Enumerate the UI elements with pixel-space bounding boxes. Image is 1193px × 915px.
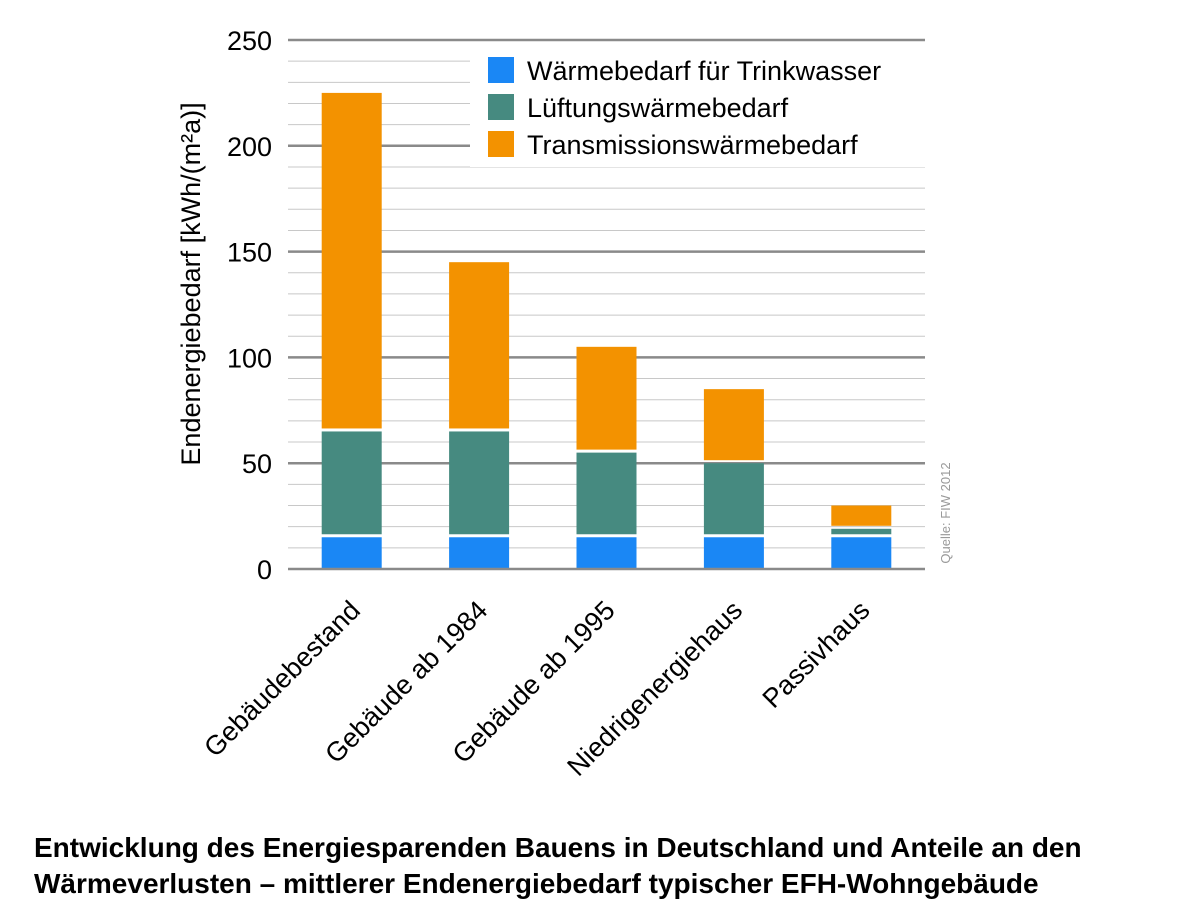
- legend-swatch: [488, 94, 514, 120]
- legend-label: Transmissionswärmebedarf: [527, 130, 858, 160]
- bar-segment: [321, 431, 382, 535]
- y-tick-label: 150: [227, 238, 272, 268]
- chart-legend: Wärmebedarf für Trinkwasser Lüftungswärme…: [470, 50, 925, 167]
- legend-label: Lüftungswärmebedarf: [527, 93, 789, 123]
- bar-segment: [703, 463, 764, 535]
- caption-line-2: Wärmeverlusten – mittlerer Endenergiebed…: [34, 868, 1039, 899]
- bar-segment: [449, 431, 510, 535]
- chart-bars: [321, 92, 892, 569]
- bar-segment: [321, 537, 382, 569]
- y-tick-label: 250: [227, 26, 272, 56]
- x-tick-label: Passivhaus: [757, 595, 876, 714]
- bar-segment: [703, 389, 764, 461]
- y-tick-label: 200: [227, 132, 272, 162]
- bar-segment: [576, 452, 637, 535]
- y-tick-label: 100: [227, 343, 272, 373]
- bar-segment: [576, 346, 637, 450]
- y-tick-label: 50: [242, 449, 272, 479]
- source-note: Quelle: FIW 2012: [938, 462, 953, 563]
- bar-segment: [703, 537, 764, 569]
- bar-segment: [449, 262, 510, 429]
- figure-caption: Entwicklung des Energiesparenden Bauens …: [34, 830, 1184, 902]
- bar-segment: [449, 537, 510, 569]
- y-axis-label: Endenergiebedarf [kWh/(m²a)]: [176, 102, 206, 465]
- legend-label: Wärmebedarf für Trinkwasser: [527, 56, 881, 86]
- bar-segment: [321, 92, 382, 429]
- legend-swatch: [488, 57, 514, 83]
- caption-line-1: Entwicklung des Energiesparenden Bauens …: [34, 832, 1082, 863]
- bar-segment: [831, 528, 892, 535]
- y-tick-label: 0: [257, 555, 272, 585]
- bar-segment: [831, 505, 892, 526]
- legend-background: [470, 50, 925, 167]
- legend-swatch: [488, 131, 514, 157]
- bar-segment: [576, 537, 637, 569]
- bar-segment: [831, 537, 892, 569]
